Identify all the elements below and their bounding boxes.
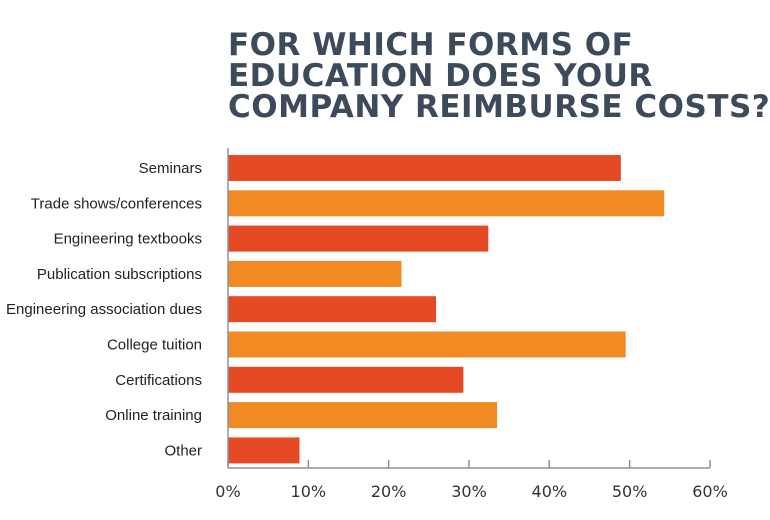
title-line-2: EDUCATION DOES YOUR — [228, 58, 653, 94]
category-label: Engineering association dues — [6, 301, 202, 318]
x-tick-label: 50% — [612, 482, 648, 501]
bar — [228, 190, 665, 217]
bar — [228, 155, 621, 181]
x-tick-label: 60% — [692, 482, 728, 501]
bar — [228, 331, 626, 358]
bar — [228, 225, 489, 252]
category-label: Seminars — [139, 160, 202, 177]
chart-title: FOR WHICH FORMS OF EDUCATION DOES YOUR C… — [228, 27, 770, 125]
category-label: Trade shows/conferences — [31, 195, 202, 212]
category-label: Online training — [105, 407, 202, 424]
bar — [228, 402, 498, 429]
title-line-1: FOR WHICH FORMS OF — [228, 27, 634, 63]
title-line-3: COMPANY REIMBURSE COSTS? — [228, 89, 770, 125]
bar — [228, 366, 464, 393]
category-label: Other — [164, 442, 202, 459]
x-tick-label: 40% — [532, 482, 568, 501]
bar — [228, 437, 300, 464]
category-label: Publication subscriptions — [37, 266, 202, 283]
x-tick-label: 0% — [215, 482, 240, 501]
bar — [228, 260, 402, 287]
bar — [228, 296, 437, 323]
category-label: Engineering textbooks — [54, 231, 202, 248]
x-tick-label: 20% — [371, 482, 407, 501]
category-label: Certifications — [115, 372, 202, 389]
x-tick-label: 30% — [451, 482, 487, 501]
category-label: College tuition — [107, 337, 202, 354]
x-tick-label: 10% — [291, 482, 327, 501]
